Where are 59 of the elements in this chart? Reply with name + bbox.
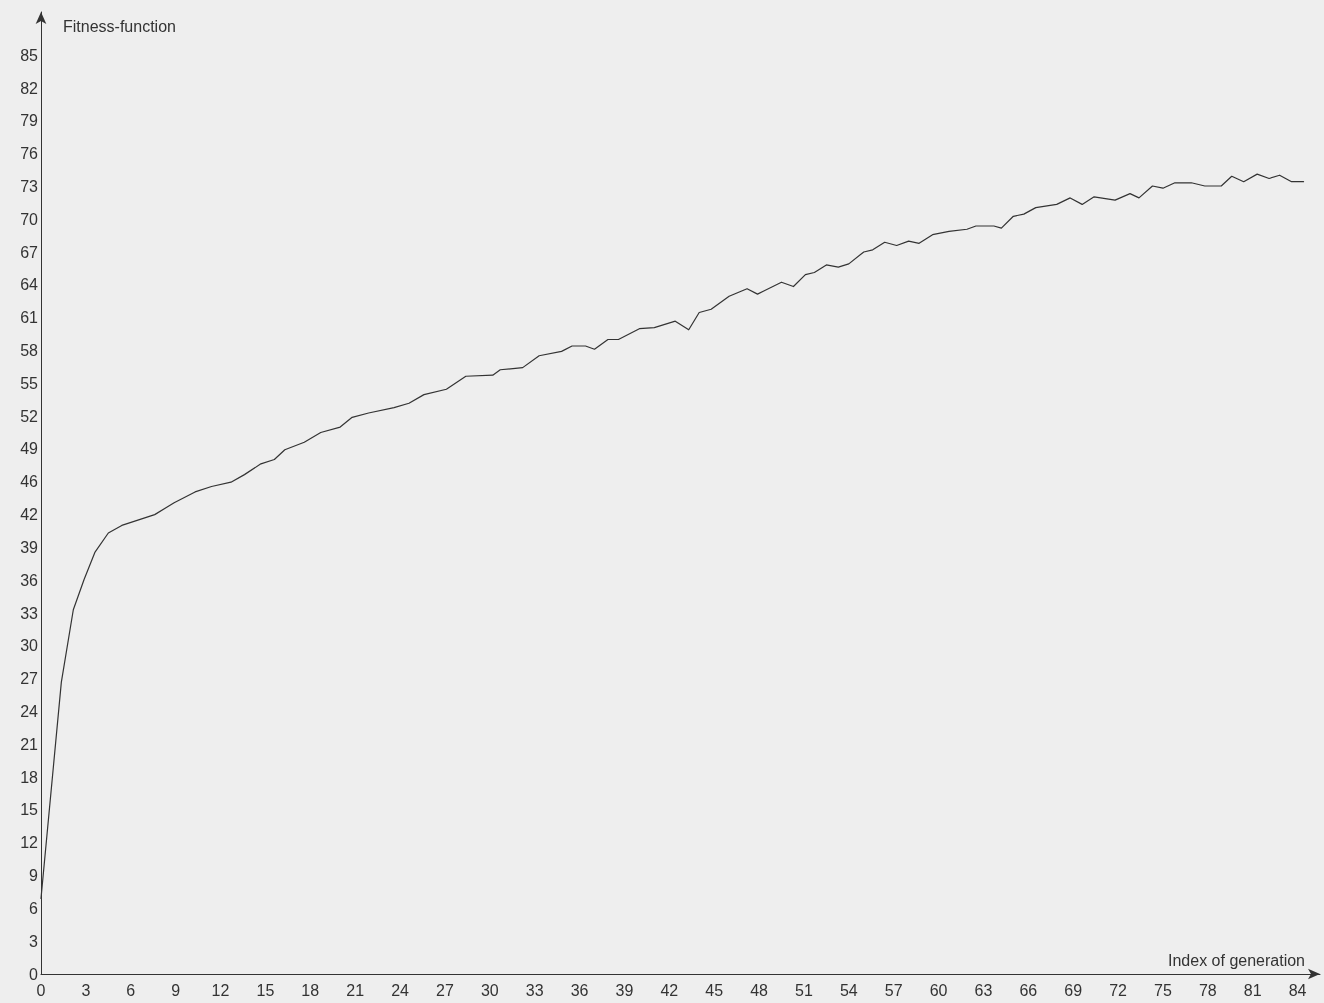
x-tick-label: 84 (1288, 981, 1307, 999)
y-tick-label: 52 (20, 407, 39, 425)
x-tick-label: 63 (974, 981, 993, 999)
x-tick-label: 12 (211, 981, 230, 999)
y-tick-label: 64 (20, 276, 39, 294)
x-tick-label: 54 (839, 981, 858, 999)
x-tick-label: 60 (929, 981, 948, 999)
y-tick-label: 33 (20, 604, 39, 622)
y-tick-label: 9 (29, 867, 39, 885)
y-tick-label: 61 (20, 309, 39, 327)
x-tick-label: 6 (126, 981, 136, 999)
x-tick-label: 21 (346, 981, 365, 999)
y-tick-label: 42 (20, 506, 39, 524)
y-tick-label: 39 (20, 538, 39, 556)
x-tick-label: 75 (1154, 981, 1172, 999)
x-tick-label: 9 (171, 981, 181, 999)
x-tick-label: 42 (660, 981, 679, 999)
y-tick-label: 67 (20, 243, 39, 261)
y-tick-label: 24 (20, 702, 39, 720)
y-tick-label: 55 (20, 374, 39, 392)
y-tick-label: 36 (20, 571, 39, 589)
y-tick-label: 76 (20, 145, 39, 163)
x-tick-label: 45 (705, 981, 724, 999)
y-tick-label: 46 (20, 473, 39, 491)
y-tick-label: 49 (20, 440, 39, 458)
x-tick-label: 48 (750, 981, 769, 999)
x-tick-label: 39 (615, 981, 634, 999)
y-tick-label: 27 (20, 670, 39, 688)
y-tick-label: 58 (20, 342, 39, 360)
x-tick-label: 30 (480, 981, 499, 999)
x-tick-label: 78 (1198, 981, 1217, 999)
y-tick-label: 79 (20, 112, 39, 130)
x-tick-label: 24 (391, 981, 410, 999)
x-tick-label: 18 (301, 981, 320, 999)
y-tick-label: 82 (20, 79, 39, 97)
x-tick-label: 57 (884, 981, 903, 999)
y-tick-label: 12 (20, 834, 39, 852)
y-tick-label: 70 (20, 210, 39, 228)
y-axis-title: Fitness-function (63, 17, 176, 35)
x-tick-label: 51 (795, 981, 813, 999)
x-tick-label: 33 (525, 981, 544, 999)
x-tick-label: 15 (256, 981, 275, 999)
x-tick-label: 36 (570, 981, 589, 999)
x-tick-label: 3 (81, 981, 91, 999)
y-tick-label: 0 (29, 965, 39, 983)
x-tick-label: 72 (1109, 981, 1128, 999)
y-tick-label: 15 (20, 801, 39, 819)
y-tick-label: 6 (29, 899, 39, 917)
x-axis-title: Index of generation (1168, 951, 1305, 969)
y-tick-label: 21 (20, 735, 39, 753)
y-tick-label: 3 (29, 932, 39, 950)
x-tick-label: 69 (1064, 981, 1083, 999)
y-tick-label: 85 (20, 46, 39, 64)
y-tick-label: 73 (20, 177, 39, 195)
x-tick-label: 81 (1243, 981, 1262, 999)
y-tick-label: 18 (20, 768, 39, 786)
x-tick-label: 27 (436, 981, 454, 999)
y-tick-label: 30 (20, 637, 39, 655)
x-tick-label: 66 (1019, 981, 1038, 999)
